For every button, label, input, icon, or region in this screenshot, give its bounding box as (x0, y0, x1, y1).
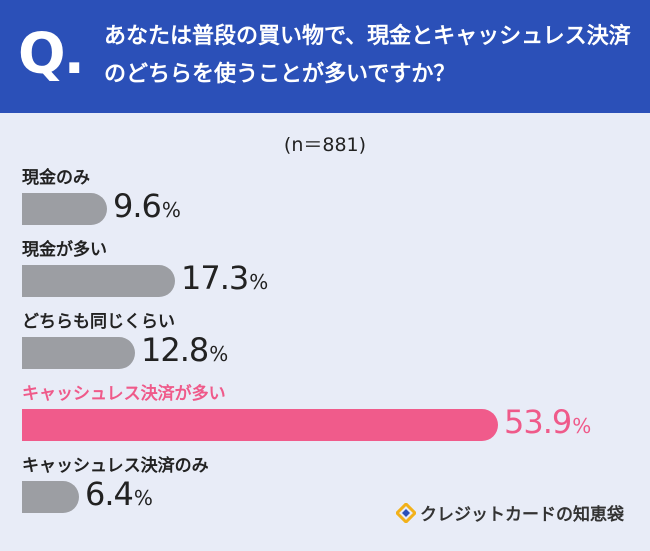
percent-sign: % (133, 486, 153, 510)
bar-4 (22, 481, 79, 513)
category-label: 現金が多い (22, 240, 107, 260)
value-number: 53.9 (504, 403, 572, 441)
brand-logo: クレジットカードの知恵袋 (396, 500, 624, 525)
value-number: 12.8 (141, 331, 209, 369)
category-label: 現金のみ (22, 168, 90, 188)
category-label: どちらも同じくらい (22, 312, 175, 332)
value-label: 9.6% (113, 187, 181, 225)
percent-sign: % (572, 414, 592, 438)
value-number: 9.6 (113, 187, 162, 225)
percent-sign: % (161, 198, 181, 222)
bar-2 (22, 337, 135, 369)
bar-0 (22, 193, 107, 225)
value-label: 17.3% (181, 259, 268, 297)
question-text: あなたは普段の買い物で、現金とキャッシュレス決済のどちらを使うことが多いですか？ (104, 24, 631, 87)
question-header: Q. あなたは普段の買い物で、現金とキャッシュレス決済のどちらを使うことが多いで… (0, 0, 650, 113)
percent-sign: % (249, 270, 269, 294)
question-mark: Q. (18, 22, 85, 87)
percent-sign: % (209, 342, 229, 366)
diamond-logo-icon (396, 502, 416, 523)
value-label: 12.8% (141, 331, 228, 369)
category-label: キャッシュレス決済のみ (22, 456, 209, 476)
value-number: 17.3 (181, 259, 249, 297)
bar-3 (22, 409, 498, 441)
value-number: 6.4 (85, 475, 134, 513)
value-label: 6.4% (85, 475, 153, 513)
brand-name: クレジットカードの知恵袋 (420, 505, 624, 525)
category-label: キャッシュレス決済が多い (22, 384, 226, 404)
sample-size-label: (n＝881) (283, 134, 367, 156)
value-label: 53.9% (504, 403, 591, 441)
bar-1 (22, 265, 175, 297)
